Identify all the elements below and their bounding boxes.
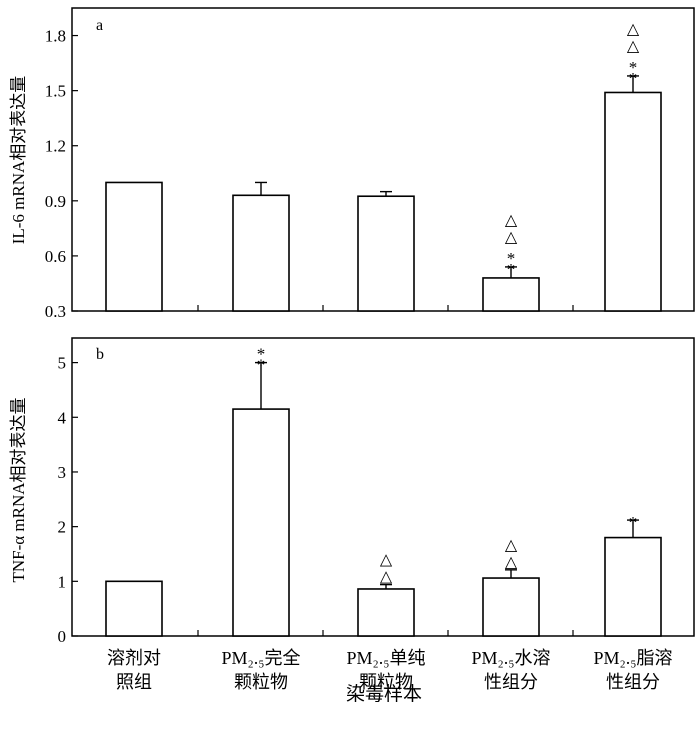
significance-triangle: △	[380, 569, 393, 586]
x-axis-label: 染毒样本	[346, 683, 422, 705]
significance-star: *	[507, 249, 516, 268]
significance-triangle: △	[505, 537, 518, 554]
x-category-label: PM₂.₅完全	[221, 648, 300, 668]
x-category-label: 颗粒物	[359, 672, 413, 692]
y-tick-label: 0.6	[45, 247, 66, 266]
significance-triangle: △	[627, 38, 640, 55]
significance-triangle: △	[627, 21, 640, 38]
x-category-label: PM₂.₅水溶	[471, 648, 550, 668]
y-tick-label: 1	[58, 572, 67, 591]
bar	[482, 277, 540, 312]
significance-star: *	[629, 58, 638, 77]
bar	[232, 408, 290, 637]
y-tick-label: 1.2	[45, 137, 66, 156]
x-category-label: 性组分	[606, 672, 660, 692]
panel-b-label: b	[96, 346, 104, 363]
y-tick-label: 0.9	[45, 192, 66, 211]
bar	[604, 91, 662, 312]
x-category-label: 性组分	[484, 672, 538, 692]
y-tick-label: 3	[58, 463, 67, 482]
y-tick-label: 2	[58, 518, 67, 537]
panel-a-y-axis-label: IL-6 mRNA相对表达量	[9, 76, 28, 245]
significance-star: *	[629, 69, 638, 88]
significance-triangle: △	[380, 552, 393, 569]
significance-triangle: △	[505, 212, 518, 229]
x-category-label: 照组	[116, 672, 152, 692]
significance-triangle: △	[505, 554, 518, 571]
panel-b-y-axis-label: TNF-α mRNA相对表达量	[9, 397, 28, 582]
bar	[232, 194, 290, 312]
bar	[482, 577, 540, 637]
y-tick-label: 1.8	[45, 27, 66, 46]
significance-star: *	[257, 356, 266, 375]
significance-star: *	[629, 513, 638, 532]
significance-star: *	[507, 260, 516, 279]
significance-star: *	[257, 345, 266, 364]
x-category-label: PM₂.₅单纯	[346, 648, 425, 668]
y-tick-label: 4	[58, 408, 67, 427]
y-tick-label: 1.5	[45, 82, 66, 101]
y-tick-label: 0	[58, 627, 67, 646]
bar	[105, 580, 163, 637]
x-category-label: PM₂.₅脂溶	[593, 648, 672, 668]
bar	[604, 536, 662, 637]
bar	[357, 588, 415, 637]
x-category-label: 溶剂对	[107, 648, 161, 668]
panel-a-label: a	[96, 17, 103, 34]
bar	[105, 181, 163, 312]
bar	[357, 195, 415, 312]
y-tick-label: 0.3	[45, 302, 66, 321]
x-category-label: 颗粒物	[234, 672, 288, 692]
y-tick-label: 5	[58, 354, 67, 373]
significance-triangle: △	[505, 229, 518, 246]
